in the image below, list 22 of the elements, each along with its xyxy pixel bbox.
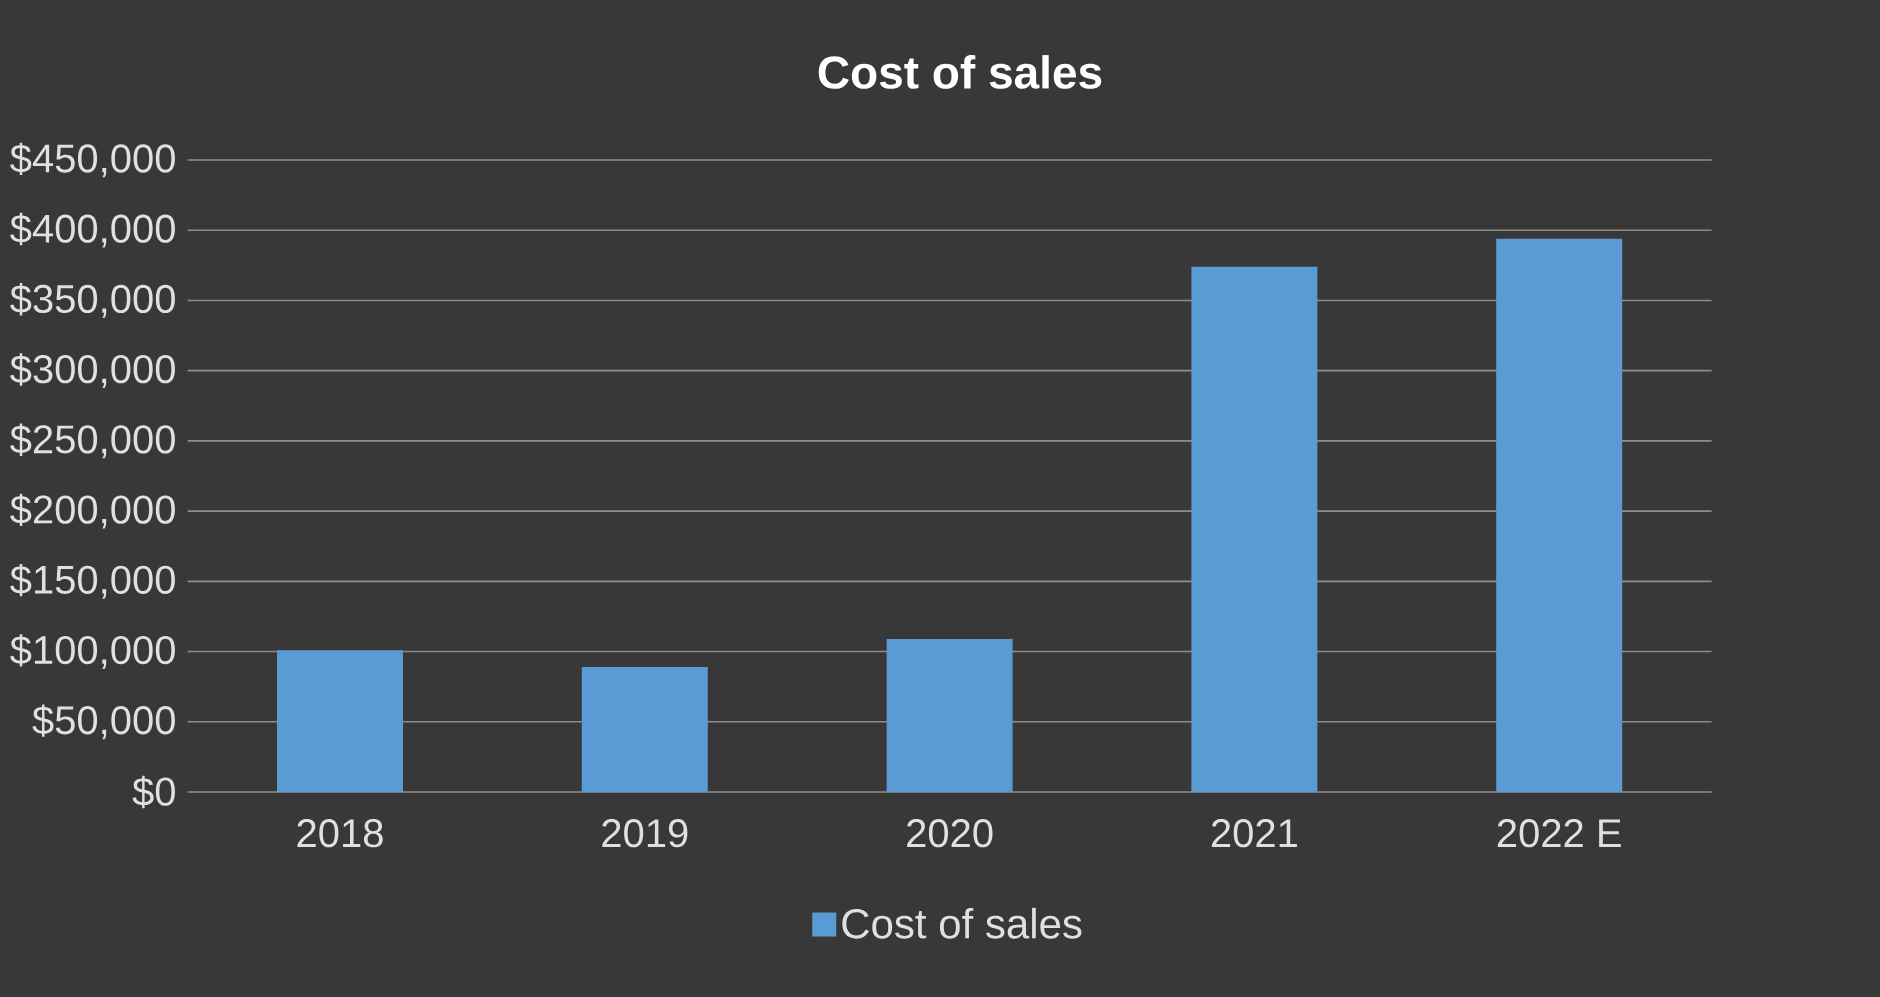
- x-tick-label: 2018: [297, 819, 383, 848]
- y-tick-label: $300,000: [10, 353, 175, 389]
- y-tick-label: $100,000: [10, 634, 175, 669]
- x-tick-label: 2019: [602, 819, 688, 848]
- y-tick-label: $50,000: [32, 704, 175, 740]
- y-tick-label: $0: [132, 775, 175, 809]
- y-tick-label: $400,000: [10, 212, 175, 248]
- y-tick-label: $150,000: [10, 563, 175, 599]
- x-tick-label: 2021: [1211, 819, 1297, 848]
- y-tick-label: $200,000: [10, 493, 175, 529]
- y-tick-label: $450,000: [10, 142, 175, 178]
- bar: [886, 638, 1013, 792]
- chart-title: Cost of sales: [818, 55, 1102, 89]
- y-tick-label: $350,000: [10, 283, 175, 318]
- bar: [1496, 238, 1623, 792]
- x-tick-label: 2022 E: [1497, 819, 1621, 848]
- bar: [581, 667, 708, 792]
- legend-label: Cost of sales: [842, 907, 1082, 939]
- bar: [1191, 266, 1318, 792]
- x-tick-label: 2020: [907, 819, 993, 848]
- bar: [277, 650, 404, 792]
- y-tick-label: $250,000: [10, 423, 175, 459]
